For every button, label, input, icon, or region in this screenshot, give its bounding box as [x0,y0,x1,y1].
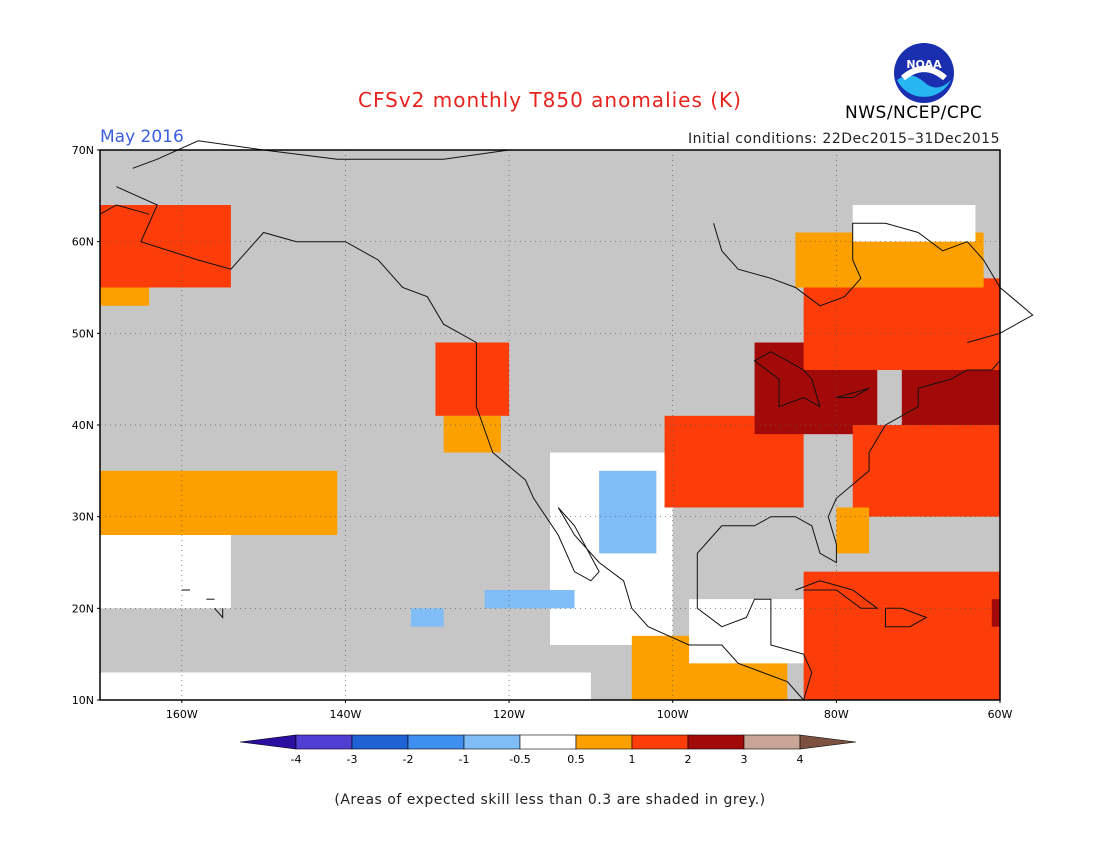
axis-ticks: 70N 60N 50N 40N 30N 20N 10N 160W 140W 120W 100W 80W… [72,144,1013,721]
lat-tick-label: 30N [72,511,94,524]
coastline [132,140,510,169]
anomaly-region-pacific-cool-band [484,590,575,609]
lon-tick-label: 60W [988,708,1013,721]
lon-tick-label: 80W [824,708,849,721]
organization-label: NWS/NCEP/CPC [845,103,983,123]
anomaly-region-subtropical-pacific-white [100,535,231,609]
lat-tick-label: 50N [72,327,94,340]
skill-footnote: (Areas of expected skill less than 0.3 a… [334,792,766,808]
colorbar-label: -0.5 [509,753,530,766]
colorbar-bin [743,734,801,750]
colorbar-label: 2 [685,753,692,766]
colorbar-label: -3 [347,753,358,766]
colorbar-bin [519,734,577,750]
anomaly-region-florida-orange [836,507,870,554]
coastlines [99,140,1034,701]
colorbar-bin [295,734,353,750]
initial-conditions-label: Initial conditions: 22Dec2015–31Dec2015 [688,131,1000,147]
anomaly-region-subtropical-pacific-orange [100,470,338,535]
colorbar-label: 3 [741,753,748,766]
anomaly-region-alaska-warm [100,205,231,288]
colorbar-bin [407,734,465,750]
colorbar-label: 0.5 [567,753,585,766]
graticule [100,150,1000,700]
lat-tick-label: 20N [72,602,94,615]
anomaly-region-canada-warm [803,278,1000,370]
coastline [214,607,224,619]
coastline [99,204,150,215]
anomaly-region-sw-us-cool [599,470,657,554]
colorbar-bin [463,734,521,750]
lat-tick-label: 70N [72,144,94,157]
lon-tick-label: 100W [657,708,689,721]
colorbar-bin [575,734,633,750]
coastline [116,186,804,701]
chart-title: CFSv2 monthly T850 anomalies (K) [358,88,742,112]
anomaly-region-pacnw-warm [435,342,510,416]
coastline [836,387,870,398]
coastline [885,607,928,628]
colorbar-bin [687,734,745,750]
colorbar-bin [351,734,409,750]
coastline [795,580,879,609]
anomaly-region-gulf-white [689,599,804,664]
colorbar-label: 1 [629,753,636,766]
coastline [696,360,1001,701]
forecast-month-label: May 2016 [100,127,184,147]
lon-tick-label: 140W [330,708,362,721]
lat-tick-label: 10N [72,694,94,707]
anomaly-region-pacific-cool-spot [410,608,444,627]
lon-tick-label: 120W [493,708,525,721]
colorbar-arrow-high [799,734,857,750]
colorbar-arrow-low [239,734,297,750]
anomaly-region-caribbean-hot [991,599,1000,627]
anomaly-region-pacnw-orange [443,415,501,453]
anomaly-region-alaska-orange [100,287,150,306]
svg-text:NOAA: NOAA [906,58,942,71]
colorbar-label: 4 [797,753,804,766]
colorbar-label: -4 [291,753,302,766]
lat-tick-label: 40N [72,419,94,432]
lat-tick-label: 60N [72,236,94,249]
coastline [753,351,821,408]
colorbar-bin [631,734,689,750]
anomaly-region-atlantic-warm [852,425,1000,517]
noaa-logo-icon: NOAA [894,43,954,103]
colorbar-label: -1 [459,753,470,766]
colorbar-label: -2 [403,753,414,766]
lon-tick-label: 160W [166,708,198,721]
